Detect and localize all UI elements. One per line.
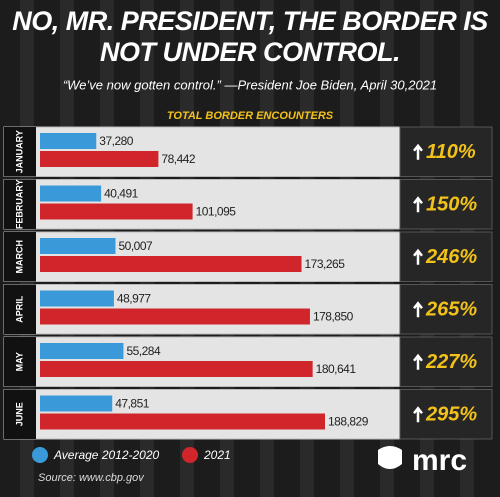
- bar: [40, 151, 159, 167]
- bar: [40, 203, 193, 220]
- bar: [40, 185, 102, 202]
- bar: [40, 133, 97, 149]
- bar: [40, 343, 124, 359]
- change-background: [399, 336, 493, 387]
- change-label: 227%: [425, 351, 477, 373]
- value-label: 101,095: [196, 205, 237, 219]
- legend-label: Average 2012-2020: [53, 448, 160, 462]
- up-arrow: [413, 353, 423, 370]
- category-label: APRIL: [14, 295, 24, 323]
- value-label: 37,280: [99, 134, 134, 148]
- change-background: [399, 284, 493, 335]
- logo-text: mrc: [412, 444, 467, 477]
- value-label: 40,491: [104, 187, 139, 201]
- change-label: 265%: [425, 299, 477, 321]
- bar: [40, 290, 114, 307]
- change-background: [399, 231, 493, 282]
- bar: [40, 361, 313, 377]
- change-label: 295%: [425, 404, 477, 426]
- category-label: MAY: [14, 352, 24, 371]
- up-arrow: [413, 248, 423, 265]
- value-label: 50,007: [118, 239, 153, 253]
- bar: [40, 395, 113, 412]
- source: Source: www.cbp.gov: [38, 472, 145, 484]
- value-label: 78,442: [161, 152, 196, 166]
- value-label: 48,977: [117, 292, 152, 306]
- up-arrow: [413, 143, 423, 160]
- value-label: 55,284: [126, 344, 161, 358]
- change-label: 150%: [426, 194, 477, 216]
- subtitle: “We’ve now gotten control.” —President J…: [63, 77, 437, 92]
- chart-subtitle: TOTAL BORDER ENCOUNTERS: [167, 110, 334, 122]
- category-label: FEBRUARY: [14, 179, 24, 229]
- logo: mrc: [378, 444, 467, 477]
- row-label-background: [4, 337, 36, 387]
- category-label: JUNE: [14, 402, 24, 426]
- change-label: 110%: [426, 141, 476, 163]
- change-background: [399, 179, 493, 230]
- value-label: 47,851: [115, 397, 150, 411]
- category-label: MARCH: [14, 240, 24, 274]
- legend-swatch: [182, 447, 198, 463]
- row-label-background: [4, 232, 36, 282]
- category-label: JANUARY: [14, 130, 24, 173]
- change-background: [399, 126, 493, 177]
- value-label: 188,829: [328, 415, 369, 429]
- change-background: [399, 389, 493, 440]
- legend-label: 2021: [203, 448, 231, 462]
- value-label: 180,641: [316, 362, 357, 376]
- row-label-background: [4, 179, 36, 229]
- row-label-background: [4, 284, 36, 334]
- row-label-background: [4, 389, 36, 439]
- value-label: 178,850: [313, 310, 354, 324]
- bar: [40, 238, 116, 254]
- change-label: 246%: [425, 246, 477, 268]
- value-label: 173,265: [305, 257, 346, 271]
- legend-swatch: [32, 447, 48, 463]
- up-arrow: [413, 301, 423, 318]
- up-arrow: [413, 406, 423, 423]
- up-arrow: [413, 196, 423, 213]
- bar: [40, 413, 325, 430]
- bar: [40, 308, 310, 325]
- chart-title: NO, MR. PRESIDENT, THE BORDER IS NOT UND…: [12, 6, 488, 67]
- bar: [40, 256, 302, 272]
- row-label-background: [4, 127, 36, 177]
